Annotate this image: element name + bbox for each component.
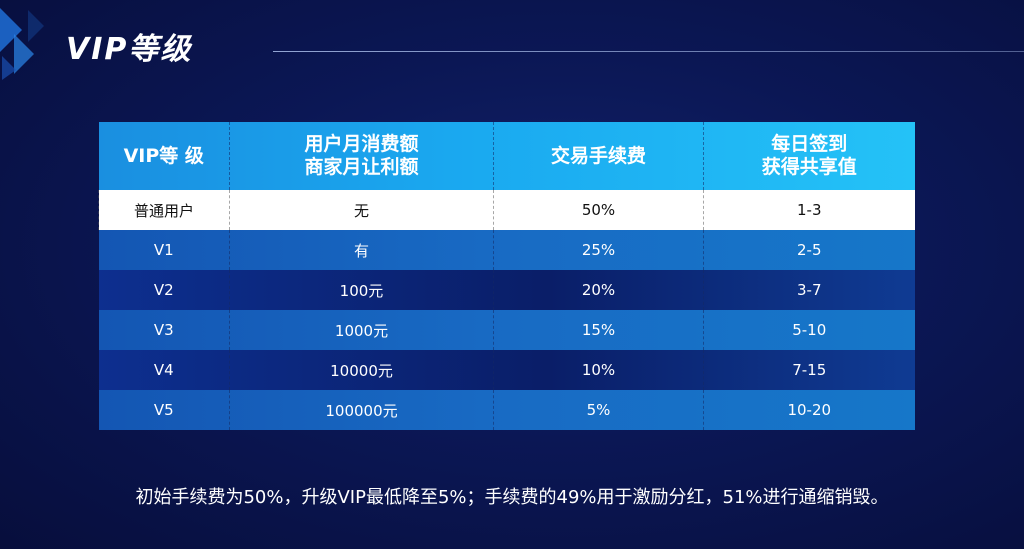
header-fee: 交易手续费: [493, 122, 704, 190]
cell-fee: 20%: [493, 270, 704, 310]
cell-fee: 25%: [493, 230, 704, 270]
table-row: V1 有 25% 2-5: [98, 230, 915, 270]
cell-spend: 10000元: [229, 350, 494, 390]
cell-spend: 无: [229, 190, 494, 230]
cell-share: 10-20: [703, 390, 915, 430]
cell-spend: 有: [229, 230, 494, 270]
corner-decoration: [0, 8, 44, 80]
cell-fee: 50%: [493, 190, 704, 230]
cell-share: 1-3: [703, 190, 915, 230]
cell-spend: 100000元: [229, 390, 494, 430]
table-row: V3 1000元 15% 5-10: [98, 310, 915, 350]
table-row: V4 10000元 10% 7-15: [98, 350, 915, 390]
cell-share: 5-10: [703, 310, 915, 350]
cell-level: V1: [153, 241, 174, 259]
vip-level-table: VIP等 级 用户月消费额 商家月让利额 交易手续费 每日签到 获得共享值 普通…: [98, 122, 915, 430]
footnote: 初始手续费为50%，升级VIP最低降至5%；手续费的49%用于激励分红，51%进…: [135, 487, 889, 508]
cell-spend: 1000元: [229, 310, 494, 350]
cell-spend: 100元: [229, 270, 494, 310]
header-level: VIP等 级: [123, 144, 204, 167]
header-spend-line1: 用户月消费额: [304, 133, 419, 155]
table-row: V5 100000元 5% 10-20: [98, 390, 915, 430]
cell-fee: 15%: [493, 310, 704, 350]
table-row: V2 100元 20% 3-7: [98, 270, 915, 310]
cell-share: 2-5: [703, 230, 915, 270]
title-divider: [273, 51, 1024, 52]
cell-level: 普通用户: [98, 190, 230, 230]
cell-share: 3-7: [703, 270, 915, 310]
cell-level: V3: [153, 321, 174, 339]
cell-level: V4: [153, 361, 174, 379]
table-row: 普通用户 无 50% 1-3: [98, 190, 915, 230]
header-share-line1: 每日签到: [771, 133, 848, 155]
cell-level: V2: [153, 281, 174, 299]
table-header-row: VIP等 级 用户月消费额 商家月让利额 交易手续费 每日签到 获得共享值: [98, 122, 915, 190]
header-spend: 用户月消费额 商家月让利额: [229, 122, 494, 190]
cell-fee: 10%: [493, 350, 704, 390]
header-share: 每日签到 获得共享值: [703, 122, 915, 190]
cell-share: 7-15: [703, 350, 915, 390]
header-share-line2: 获得共享值: [761, 156, 857, 178]
cell-level: V5: [153, 401, 174, 419]
header-spend-line2: 商家月让利额: [304, 156, 419, 178]
cell-fee: 5%: [493, 390, 704, 430]
page-title: VIP等级: [66, 32, 193, 67]
